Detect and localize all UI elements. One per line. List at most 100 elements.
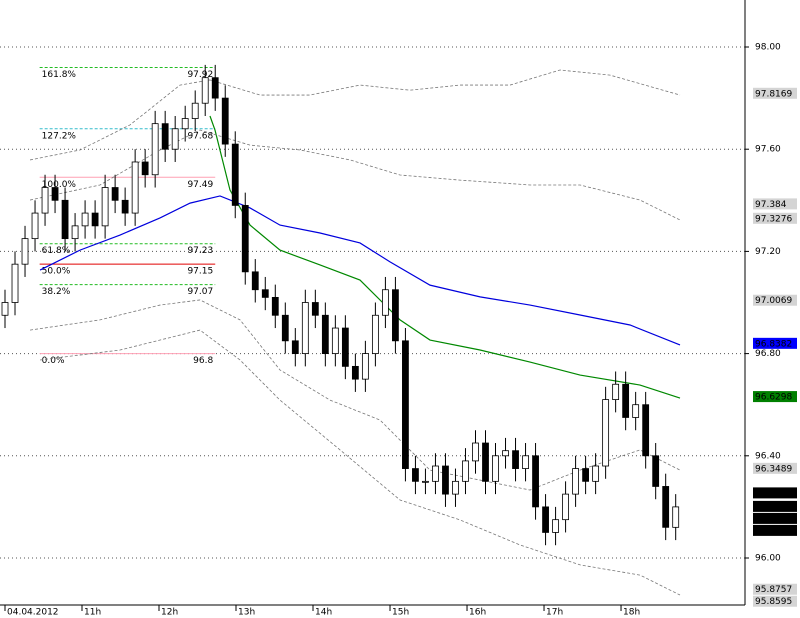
candle-body xyxy=(311,302,319,316)
candle-body xyxy=(211,77,219,99)
candle-body xyxy=(572,468,579,495)
y-tick-label: 96.40 xyxy=(755,451,781,461)
price-label-bg xyxy=(753,337,797,349)
candle-body xyxy=(91,212,99,227)
price-label-bg xyxy=(753,212,797,224)
price-label: 96.8382 xyxy=(755,339,792,349)
x-tick-label: 18h xyxy=(623,608,640,618)
indicator-line xyxy=(29,129,681,221)
price-label-bg xyxy=(753,500,797,512)
price-label: 95.8757 xyxy=(755,585,792,595)
price-label: 97.384 xyxy=(755,200,787,210)
y-tick-label: 98.00 xyxy=(755,43,781,53)
candle-body xyxy=(191,102,199,119)
y-tick-label: 96.80 xyxy=(755,349,781,359)
price-label: 97.0069 xyxy=(755,296,792,306)
candle-body xyxy=(522,455,529,469)
price-label-bg xyxy=(753,524,797,536)
candle-body xyxy=(652,455,660,487)
candle-body xyxy=(552,519,559,533)
fib-label: 61.8% xyxy=(42,246,71,256)
price-label: 96.2 xyxy=(755,514,775,524)
candle-body xyxy=(542,506,549,533)
x-tick-label: 12h xyxy=(161,608,178,618)
candle-body xyxy=(71,225,79,240)
candle-body xyxy=(392,289,399,342)
y-tick-label: 97.20 xyxy=(755,247,781,257)
fib-value: 97.49 xyxy=(187,180,213,190)
price-label-bg xyxy=(753,512,797,524)
x-tick-label: 17h xyxy=(546,608,563,618)
price-label: 95.8595 xyxy=(755,597,792,607)
candle-body xyxy=(532,455,539,508)
x-tick-label: 11h xyxy=(84,608,101,618)
candle-body xyxy=(21,238,29,265)
candle-body xyxy=(462,460,469,482)
fib-label: 0.0% xyxy=(42,356,65,366)
candle-body xyxy=(121,199,129,214)
candle-body xyxy=(81,212,89,227)
candle-body xyxy=(602,399,610,467)
price-label: 96.2528 xyxy=(755,489,792,499)
x-tick-label: 13h xyxy=(238,608,255,618)
candle-body xyxy=(51,187,59,201)
price-label-bg xyxy=(753,294,797,306)
candle-body xyxy=(622,383,630,418)
price-label-bg xyxy=(753,391,797,403)
fib-value: 97.07 xyxy=(187,287,213,297)
candle-body xyxy=(301,302,309,354)
price-label-bg xyxy=(753,583,797,595)
fib-value: 96.8 xyxy=(193,356,213,366)
candle-body xyxy=(452,480,459,495)
candle-body xyxy=(612,383,620,400)
fib-label: 50.0% xyxy=(42,267,71,277)
candle-body xyxy=(151,123,159,176)
candle-body xyxy=(31,212,39,240)
candle-body xyxy=(1,302,9,316)
candle-body xyxy=(141,161,149,176)
price-label: 96.3489 xyxy=(755,464,792,474)
candle-body xyxy=(321,314,329,354)
candle-body xyxy=(231,143,239,206)
price-label: 96.2 xyxy=(755,502,775,512)
candle-body xyxy=(181,118,189,130)
fib-value: 97.23 xyxy=(187,246,213,256)
fib-value: 97.15 xyxy=(187,267,213,277)
candle-body xyxy=(632,404,640,418)
candle-body xyxy=(171,128,179,150)
candle-body xyxy=(582,468,590,482)
y-tick-label: 96.00 xyxy=(755,553,781,563)
candle-body xyxy=(101,187,109,227)
price-label: 97.8169 xyxy=(755,89,792,99)
candle-body xyxy=(642,404,650,457)
candle-body xyxy=(472,442,479,462)
price-label-bg xyxy=(753,595,797,607)
price-label-bg xyxy=(753,462,797,474)
candle-body xyxy=(341,327,349,367)
candle-body xyxy=(482,442,489,482)
candle-body xyxy=(412,468,419,482)
indicator-line xyxy=(39,329,681,596)
candle-body xyxy=(662,486,670,528)
candle-body xyxy=(111,187,119,201)
candle-body xyxy=(291,340,299,354)
candle-body xyxy=(281,314,289,342)
candle-body xyxy=(371,314,379,354)
indicator-line xyxy=(39,195,681,346)
candle-body xyxy=(331,327,339,354)
x-tick-label: 15h xyxy=(392,608,409,618)
indicator-line xyxy=(29,299,681,491)
candle-body xyxy=(41,187,49,214)
x-tick-label: 04.04.2012 xyxy=(7,608,59,618)
fib-value: 97.92 xyxy=(187,70,213,80)
candle-body xyxy=(241,205,249,273)
y-tick-label: 97.60 xyxy=(755,145,781,155)
candle-body xyxy=(492,455,499,482)
candle-body xyxy=(442,465,449,495)
fib-value: 97.68 xyxy=(187,131,213,141)
price-label-bg xyxy=(753,487,797,499)
fib-label: 127.2% xyxy=(42,131,77,141)
x-tick-label: 16h xyxy=(469,608,486,618)
candle-body xyxy=(271,296,279,316)
